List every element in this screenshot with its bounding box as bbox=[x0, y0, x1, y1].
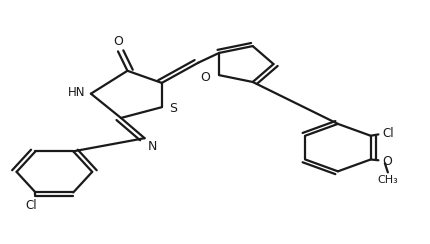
Text: N: N bbox=[148, 140, 157, 153]
Text: O: O bbox=[382, 155, 392, 168]
Text: CH₃: CH₃ bbox=[377, 174, 397, 184]
Text: S: S bbox=[169, 102, 177, 115]
Text: Cl: Cl bbox=[382, 127, 393, 140]
Text: Cl: Cl bbox=[25, 199, 37, 212]
Text: O: O bbox=[113, 35, 123, 48]
Text: HN: HN bbox=[68, 86, 86, 99]
Text: O: O bbox=[200, 71, 209, 84]
